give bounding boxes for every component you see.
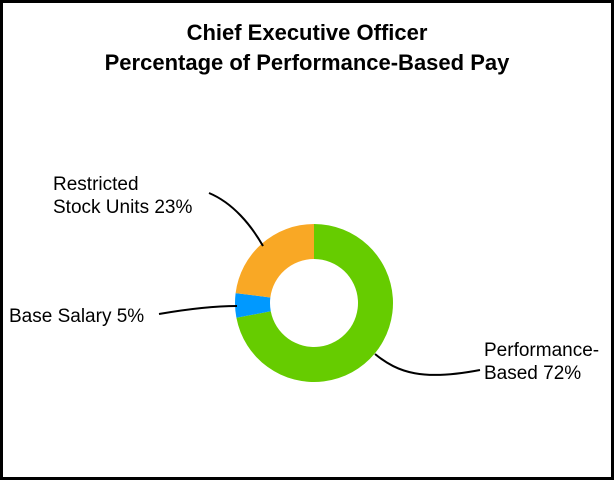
slice-restricted (235, 224, 314, 298)
leader-line-restricted (208, 192, 264, 247)
label-restricted: Restricted Stock Units 23% (53, 173, 192, 219)
label-restricted-line1: Restricted (53, 174, 139, 195)
label-performance-line1: Performance- (484, 340, 600, 361)
donut-chart (158, 192, 481, 382)
chart-title: Chief Executive Officer (186, 20, 428, 45)
label-restricted-line2: Stock Units 23% (53, 197, 193, 218)
leader-line-performance (374, 353, 481, 376)
label-base-salary: Base Salary 5% (9, 306, 145, 327)
slice-base-salary (235, 293, 271, 318)
label-performance-line2: Based 72% (484, 363, 582, 384)
label-performance: Performance- Based 72% (484, 339, 599, 385)
chart-subtitle: Percentage of Performance-Based Pay (104, 50, 510, 75)
slice-performance (236, 224, 393, 382)
leader-line-base-salary (158, 305, 238, 315)
